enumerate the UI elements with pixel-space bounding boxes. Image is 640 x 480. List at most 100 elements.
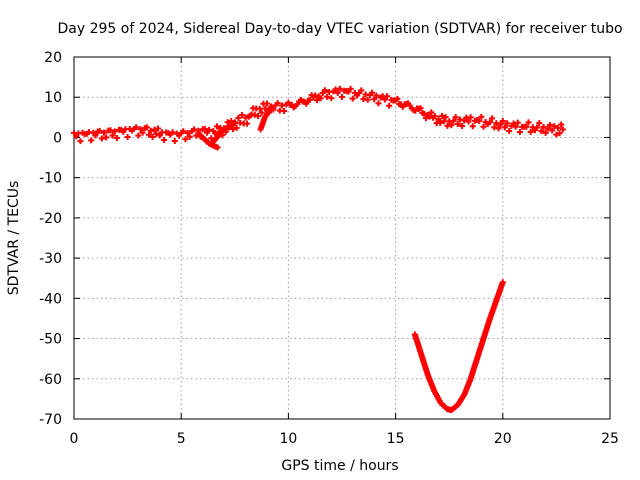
data-series (71, 85, 566, 414)
data-point (334, 89, 341, 96)
data-point (171, 137, 178, 144)
data-point (456, 116, 463, 123)
data-point (549, 127, 556, 134)
data-point (506, 127, 513, 134)
data-point (244, 120, 251, 127)
data-point (534, 124, 541, 131)
data-point (133, 124, 140, 131)
y-tick-label: -30 (39, 251, 62, 267)
data-point (111, 128, 118, 135)
data-point (88, 137, 95, 144)
data-point (435, 116, 442, 123)
data-point (501, 124, 508, 131)
data-point (224, 119, 231, 126)
data-point (336, 85, 343, 92)
data-point (317, 95, 324, 102)
data-point (546, 121, 553, 128)
y-tick-label: -60 (39, 372, 62, 388)
data-point (421, 110, 428, 117)
data-point (375, 100, 382, 107)
data-point (235, 114, 242, 121)
data-point (149, 133, 156, 140)
data-point (454, 121, 461, 128)
data-point (369, 89, 376, 96)
data-point (538, 128, 545, 135)
data-point (489, 115, 496, 122)
data-point (151, 126, 158, 133)
data-point (274, 100, 281, 107)
y-tick-label: -20 (39, 211, 62, 227)
data-point (386, 102, 393, 109)
data-point (467, 114, 474, 121)
x-axis-label: GPS time / hours (281, 458, 398, 474)
data-point (156, 132, 163, 139)
data-point (96, 127, 103, 134)
y-tick-label: 0 (53, 130, 62, 146)
data-point (303, 100, 310, 107)
data-point (469, 123, 476, 130)
data-point (169, 129, 176, 136)
data-point (558, 121, 565, 128)
data-point (499, 118, 506, 125)
data-point (321, 87, 328, 94)
data-point (499, 279, 506, 286)
data-point (263, 100, 270, 107)
data-point (153, 130, 160, 137)
data-point (497, 121, 504, 128)
data-point (556, 130, 563, 137)
data-point (495, 125, 502, 132)
x-tick-label: 20 (494, 431, 512, 447)
data-point (262, 105, 269, 112)
data-point (281, 107, 288, 114)
data-point (186, 133, 193, 140)
data-point (394, 95, 401, 102)
data-point (536, 120, 543, 127)
data-point (437, 119, 444, 126)
data-point (135, 132, 142, 139)
data-point (452, 114, 459, 121)
data-point (381, 96, 388, 103)
data-point (101, 129, 108, 136)
x-tick-label: 0 (70, 431, 79, 447)
series-2 (195, 130, 221, 151)
data-point (417, 105, 424, 112)
data-point (180, 128, 187, 135)
data-point (231, 120, 238, 127)
data-point (527, 128, 534, 135)
data-point (258, 109, 265, 116)
data-point (323, 93, 330, 100)
y-tick-label: -10 (39, 171, 62, 187)
data-point (358, 87, 365, 94)
chart-title: Day 295 of 2024, Sidereal Day-to-day VTE… (57, 21, 622, 37)
x-tick-label: 25 (601, 431, 619, 447)
x-tick-label: 5 (177, 431, 186, 447)
data-point (256, 105, 263, 112)
data-point (255, 113, 262, 120)
data-point (459, 123, 466, 130)
axis-ticks (73, 56, 611, 420)
data-point (553, 131, 560, 138)
data-point (77, 138, 84, 145)
data-point (139, 129, 146, 136)
data-point (465, 118, 472, 125)
data-point (103, 134, 110, 141)
data-point (364, 96, 371, 103)
data-point (154, 125, 161, 132)
data-point (555, 124, 562, 131)
data-point (339, 93, 345, 100)
data-point (306, 96, 313, 103)
y-tick-label: -40 (39, 291, 62, 307)
data-point (478, 113, 485, 120)
data-point (551, 123, 558, 130)
series-5 (411, 279, 506, 414)
data-point (146, 131, 153, 138)
data-point (440, 118, 447, 125)
data-point (251, 111, 258, 118)
data-point (448, 122, 455, 129)
data-point (213, 123, 220, 130)
data-point (559, 126, 566, 133)
data-point (384, 93, 391, 100)
data-point (349, 95, 356, 102)
y-tick-label: 10 (44, 90, 62, 106)
series-1 (71, 85, 566, 145)
